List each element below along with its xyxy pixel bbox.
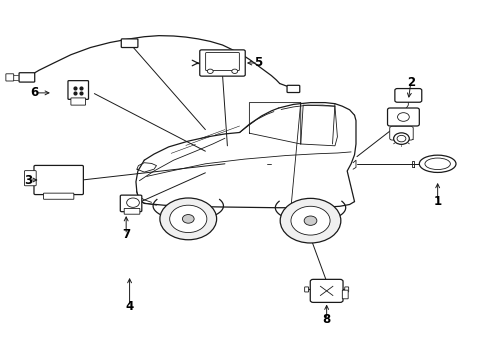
Circle shape bbox=[160, 198, 216, 240]
FancyBboxPatch shape bbox=[205, 53, 239, 71]
Circle shape bbox=[231, 69, 237, 73]
Circle shape bbox=[393, 133, 408, 144]
FancyBboxPatch shape bbox=[342, 290, 347, 299]
Circle shape bbox=[207, 69, 213, 73]
FancyBboxPatch shape bbox=[344, 287, 348, 292]
Circle shape bbox=[304, 216, 316, 225]
FancyBboxPatch shape bbox=[286, 85, 299, 93]
Text: 6: 6 bbox=[30, 86, 38, 99]
Circle shape bbox=[169, 205, 206, 233]
Circle shape bbox=[126, 198, 139, 207]
FancyBboxPatch shape bbox=[394, 89, 421, 102]
FancyBboxPatch shape bbox=[386, 108, 418, 126]
Circle shape bbox=[182, 215, 194, 223]
FancyBboxPatch shape bbox=[19, 73, 35, 82]
FancyBboxPatch shape bbox=[6, 74, 14, 81]
FancyBboxPatch shape bbox=[120, 195, 142, 212]
Text: 5: 5 bbox=[254, 57, 262, 69]
FancyBboxPatch shape bbox=[68, 81, 88, 99]
FancyBboxPatch shape bbox=[309, 279, 343, 302]
Text: 4: 4 bbox=[125, 300, 133, 313]
FancyBboxPatch shape bbox=[24, 171, 36, 186]
Text: 8: 8 bbox=[322, 313, 330, 326]
FancyBboxPatch shape bbox=[304, 287, 308, 292]
Circle shape bbox=[290, 206, 329, 235]
FancyBboxPatch shape bbox=[121, 39, 138, 48]
FancyBboxPatch shape bbox=[389, 126, 412, 140]
FancyBboxPatch shape bbox=[124, 208, 140, 214]
Text: 2: 2 bbox=[406, 76, 414, 89]
FancyBboxPatch shape bbox=[200, 50, 245, 76]
FancyBboxPatch shape bbox=[34, 166, 83, 194]
Circle shape bbox=[397, 113, 408, 121]
Circle shape bbox=[280, 198, 340, 243]
Text: 7: 7 bbox=[122, 228, 130, 241]
Text: 3: 3 bbox=[24, 174, 32, 186]
FancyBboxPatch shape bbox=[71, 98, 85, 105]
Ellipse shape bbox=[424, 158, 449, 170]
Circle shape bbox=[396, 135, 405, 142]
Text: 1: 1 bbox=[433, 195, 441, 208]
Ellipse shape bbox=[419, 155, 455, 172]
FancyBboxPatch shape bbox=[43, 193, 74, 199]
